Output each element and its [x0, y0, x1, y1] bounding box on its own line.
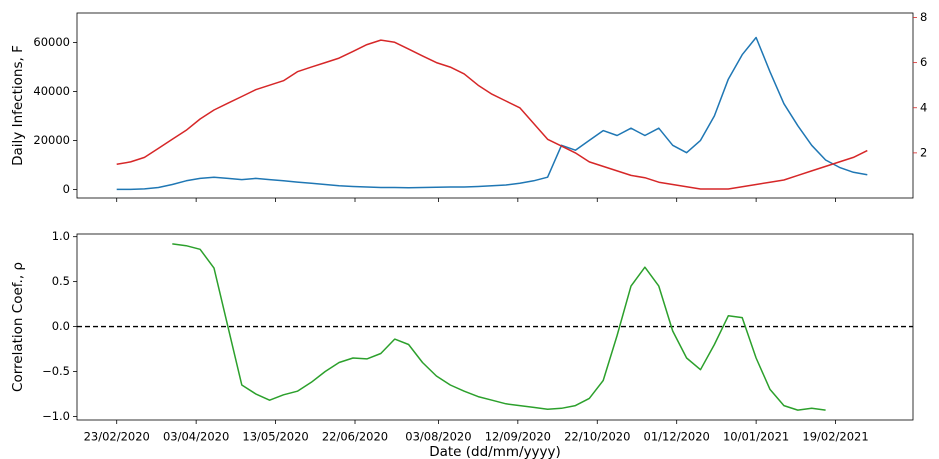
x-tick-label: 03/04/2020 — [163, 430, 229, 444]
y-tick-label: 0.0 — [52, 319, 70, 333]
x-axis-label: Date (dd/mm/yyyy) — [429, 444, 561, 459]
y-axis-label: Daily Infections, F — [10, 45, 26, 166]
y-axis-label: Correlation Coef., ρ — [10, 262, 26, 392]
y-tick-label: 40000 — [33, 84, 70, 98]
y-tick-label: 60000 — [33, 35, 70, 49]
x-tick-label: 01/12/2020 — [644, 430, 710, 444]
y-tick-label: 0.5 — [52, 274, 70, 288]
y-tick-label: 20000 — [33, 133, 70, 147]
y2-tick-label: 8 — [920, 10, 927, 24]
y-tick-label: 0 — [63, 182, 70, 196]
y-tick-label: 1.0 — [52, 229, 70, 243]
x-tick-label: 03/08/2020 — [405, 430, 471, 444]
y2-tick-label: 6 — [920, 55, 927, 69]
data-line — [116, 39, 868, 190]
data-line — [116, 36, 868, 191]
y2-tick-label: 2 — [920, 145, 927, 159]
y-tick-label: −1.0 — [42, 409, 70, 423]
x-tick-label: 23/02/2020 — [84, 430, 150, 444]
data-line — [172, 243, 826, 411]
y-tick-label: −0.5 — [42, 364, 70, 378]
x-tick-label: 19/02/2021 — [802, 430, 868, 444]
x-tick-label: 13/05/2020 — [242, 430, 308, 444]
y2-axis-label: UVI — [937, 94, 939, 117]
y2-tick-label: 4 — [920, 100, 927, 114]
x-tick-label: 10/01/2021 — [723, 430, 789, 444]
x-tick-label: 22/06/2020 — [322, 430, 388, 444]
x-tick-label: 12/09/2020 — [485, 430, 551, 444]
axes-frame — [76, 12, 914, 199]
x-tick-label: 22/10/2020 — [564, 430, 630, 444]
